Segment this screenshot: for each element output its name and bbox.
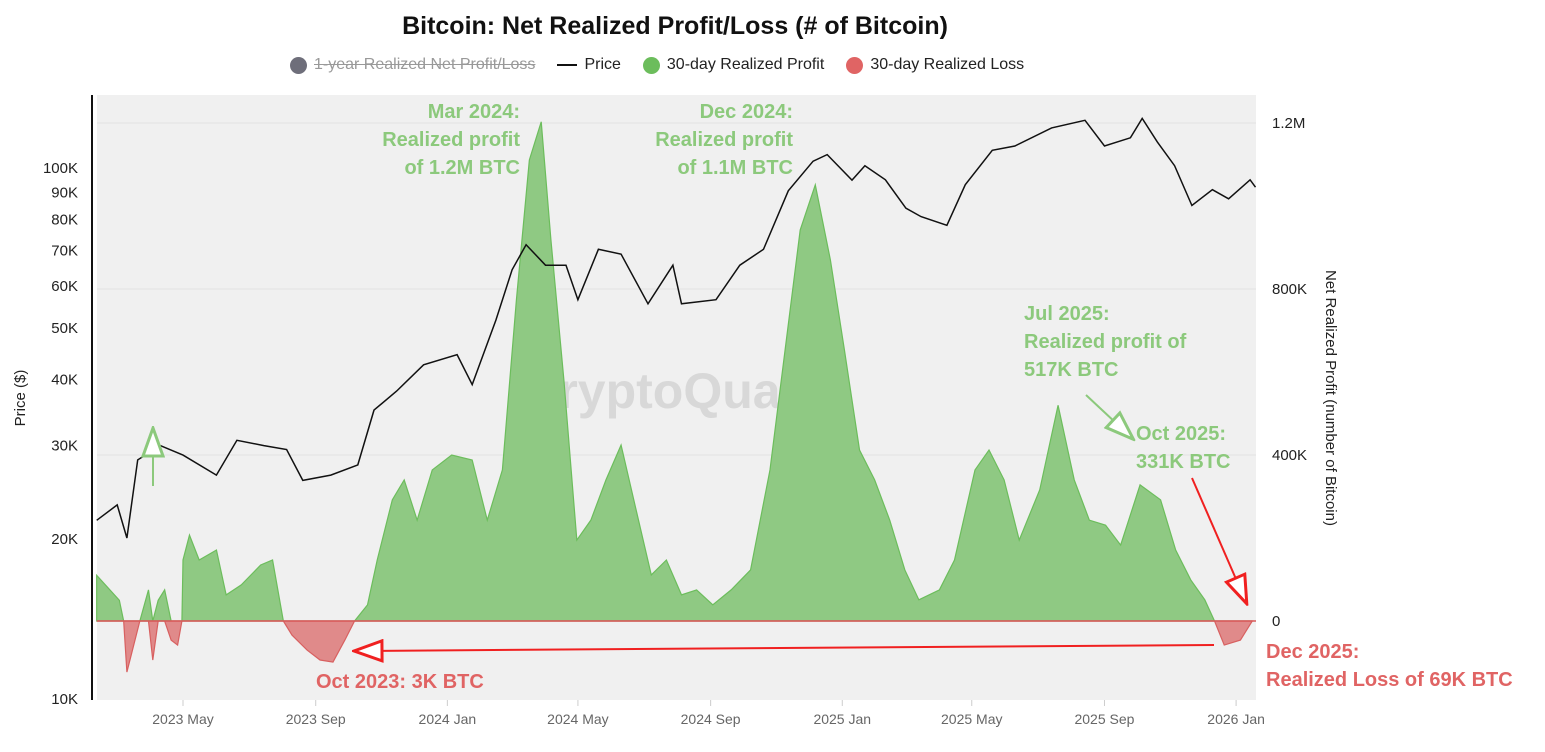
y-left-tick-label: 100K xyxy=(43,160,78,177)
y-left-tick-label: 10K xyxy=(51,691,78,708)
chart-title: Bitcoin: Net Realized Profit/Loss (# of … xyxy=(402,12,948,40)
svg-text:Mar 2024:: Mar 2024: xyxy=(428,101,520,123)
legend-dot-icon xyxy=(290,56,307,74)
price-line xyxy=(96,116,1257,539)
legend-label: 1-year Realized Net Profit/Loss xyxy=(314,56,536,73)
legend-label: 30-day Realized Profit xyxy=(666,56,825,73)
svg-text:Jul 2025:: Jul 2025: xyxy=(1024,303,1110,325)
svg-text:Oct 2025:: Oct 2025: xyxy=(1136,423,1226,445)
x-tick-label: 2026 Jan xyxy=(1207,711,1265,727)
arrow-red-compare xyxy=(356,645,1215,651)
y-left-tick-label: 60K xyxy=(51,278,78,295)
y-right-label: Net Realized Profit (number of Bitcoin) xyxy=(1322,270,1339,526)
annotation-jul-2025: Jul 2025: Realized profit of 517K BTC xyxy=(1024,303,1187,381)
y-left-tick-label: 70K xyxy=(51,242,78,259)
annotation-oct-2025: Oct 2025: 331K BTC xyxy=(1136,423,1230,473)
legend-line-icon xyxy=(557,64,578,66)
annotation-dec-2024: Dec 2024: Realized profit of 1.1M BTC xyxy=(655,101,793,179)
y-left-label: Price ($) xyxy=(12,370,29,427)
y-left-tick-label: 80K xyxy=(51,211,78,228)
legend-dot-icon xyxy=(846,56,864,74)
svg-text:331K BTC: 331K BTC xyxy=(1136,451,1230,473)
svg-text:Realized profit of: Realized profit of xyxy=(1024,331,1187,353)
svg-text:Realized profit: Realized profit xyxy=(382,129,520,151)
y-left-tick-label: 20K xyxy=(51,531,78,548)
legend-item-loss[interactable]: 30-day Realized Loss xyxy=(846,56,1024,74)
legend-item-1y-net[interactable]: 1-year Realized Net Profit/Loss xyxy=(290,56,535,74)
x-tick-label: 2024 Sep xyxy=(681,711,741,727)
svg-text:Dec 2025:: Dec 2025: xyxy=(1266,641,1359,663)
svg-text:517K BTC: 517K BTC xyxy=(1024,359,1118,381)
svg-text:of 1.2M BTC: of 1.2M BTC xyxy=(404,157,520,179)
y-right-tick-label: 400K xyxy=(1272,447,1307,464)
y-right-tick-label: 0 xyxy=(1272,613,1280,630)
legend-label: Price xyxy=(584,56,621,73)
legend-label: 30-day Realized Loss xyxy=(870,56,1025,73)
y-right-tick-label: 1.2M xyxy=(1272,115,1305,132)
x-tick-label: 2025 May xyxy=(941,711,1002,727)
legend-item-price[interactable]: Price xyxy=(557,56,621,74)
annotation-mar-2024: Mar 2024: Realized profit of 1.2M BTC xyxy=(382,101,520,179)
x-tick-label: 2025 Jan xyxy=(813,711,871,727)
y-right-tick-label: 800K xyxy=(1272,281,1307,298)
arrow-green-jul-oct xyxy=(1085,394,1132,438)
y-left-tick-label: 40K xyxy=(51,371,78,388)
y-left-tick-label: 50K xyxy=(51,320,78,337)
annotation-oct-2023: Oct 2023: 3K BTC xyxy=(316,671,484,693)
svg-text:Dec 2024:: Dec 2024: xyxy=(700,101,793,123)
annotation-dec-2025: Dec 2025: Realized Loss of 69K BTC xyxy=(1266,641,1513,691)
svg-text:of 1.1M BTC: of 1.1M BTC xyxy=(677,157,793,179)
profit-area xyxy=(96,121,1253,622)
legend-dot-icon xyxy=(642,56,660,74)
svg-text:Realized Loss of 69K BTC: Realized Loss of 69K BTC xyxy=(1266,669,1513,691)
x-tick-label: 2023 Sep xyxy=(286,711,346,727)
y-left-tick-label: 90K xyxy=(51,184,78,201)
arrow-red-dec-2025 xyxy=(1191,477,1246,602)
x-tick-label: 2024 Jan xyxy=(419,711,477,727)
svg-text:Realized profit: Realized profit xyxy=(655,129,793,151)
legend: 1-year Realized Net Profit/Loss Price 30… xyxy=(290,56,1024,74)
x-tick-label: 2023 May xyxy=(152,711,213,727)
x-tick-label: 2025 Sep xyxy=(1074,711,1134,727)
y-left-tick-label: 30K xyxy=(51,438,78,455)
x-tick-label: 2024 May xyxy=(547,711,608,727)
legend-item-profit[interactable]: 30-day Realized Profit xyxy=(642,56,825,74)
